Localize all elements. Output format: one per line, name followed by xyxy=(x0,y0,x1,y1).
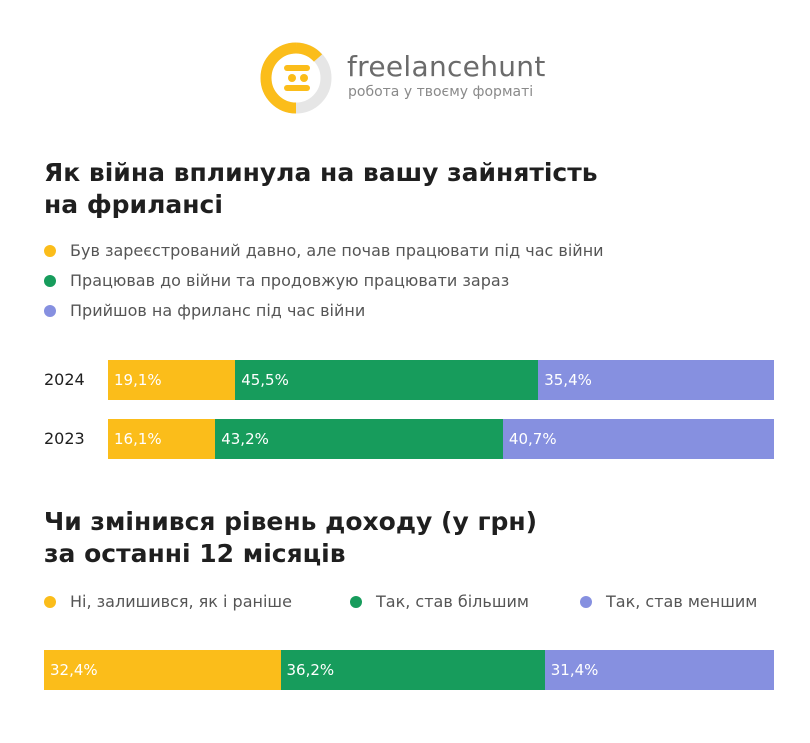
freelancehunt-logo: freelancehunt робота у твоєму форматі xyxy=(258,40,558,120)
bar-segment: 32,4% xyxy=(44,650,281,690)
chart2-legend-label: Ні, залишився, як і раніше xyxy=(70,592,292,611)
chart2-legend-label: Так, став більшим xyxy=(376,592,529,611)
freelancehunt-logo-icon xyxy=(260,42,332,114)
chart1-legend-item: Був зареєстрований давно, але почав прац… xyxy=(44,241,604,260)
brand-name: freelancehunt xyxy=(347,50,546,83)
chart1-legend-item: Працював до війни та продовжую працювати… xyxy=(44,271,509,290)
bar-segment: 43,2% xyxy=(215,419,503,459)
bar-segment: 35,4% xyxy=(538,360,774,400)
chart2-legend-item: Так, став більшим xyxy=(350,592,529,611)
bar-value-label: 35,4% xyxy=(544,371,592,389)
bar-value-label: 45,5% xyxy=(241,371,289,389)
chart1-category-label: 2024 xyxy=(44,370,85,389)
legend-dot-purple xyxy=(44,304,56,317)
chart1-legend-item: Прийшов на фриланс під час війни xyxy=(44,301,365,320)
bar-segment: 45,5% xyxy=(235,360,539,400)
bar-segment: 36,2% xyxy=(280,650,545,690)
bar-value-label: 16,1% xyxy=(114,430,162,448)
chart2-title-line1: Чи змінився рівень доходу (у грн) xyxy=(44,507,538,536)
bar-value-label: 31,4% xyxy=(550,661,599,679)
legend-dot-yellow xyxy=(44,244,56,257)
chart1-legend-label: Працював до війни та продовжую працювати… xyxy=(70,271,510,290)
chart1-legend-label: Прийшов на фриланс під час війни xyxy=(70,301,366,320)
bar-segment: 31,4% xyxy=(544,650,774,690)
bar-value-label: 40,7% xyxy=(508,430,557,448)
bar-value-label: 43,2% xyxy=(221,430,269,448)
chart2-legend-item: Так, став меншим xyxy=(580,592,757,611)
chart2-bar: 32,4% 36,2% 31,4% xyxy=(44,650,774,690)
chart1-legend-label: Був зареєстрований давно, але почав прац… xyxy=(70,241,604,260)
chart1-bar-2024: 19,1% 45,5% 35,4% xyxy=(108,360,774,400)
chart1-title-line1: Як війна вплинула на вашу зайнятість xyxy=(44,158,598,187)
chart1-title: Як війна вплинула на вашу зайнятість на … xyxy=(44,157,598,221)
bar-segment: 40,7% xyxy=(502,419,774,459)
bar-segment: 19,1% xyxy=(108,360,236,400)
legend-dot-green xyxy=(350,595,362,608)
chart1-category-label: 2023 xyxy=(44,429,85,448)
legend-dot-yellow xyxy=(44,595,56,608)
brand-tagline: робота у твоєму форматі xyxy=(348,84,534,100)
chart1-title-line2: на фрилансі xyxy=(44,190,223,219)
legend-dot-green xyxy=(44,274,56,287)
chart2-title-line2: за останні 12 місяців xyxy=(44,539,346,568)
chart2-legend-item: Ні, залишився, як і раніше xyxy=(44,592,292,611)
bar-segment: 16,1% xyxy=(108,419,216,459)
bar-value-label: 19,1% xyxy=(114,371,162,389)
chart1-bar-2023: 16,1% 43,2% 40,7% xyxy=(108,419,774,459)
bar-value-label: 36,2% xyxy=(286,661,335,679)
bar-value-label: 32,4% xyxy=(50,661,98,679)
chart2-legend-label: Так, став меншим xyxy=(606,592,758,611)
chart2-title: Чи змінився рівень доходу (у грн) за ост… xyxy=(44,506,537,570)
legend-dot-purple xyxy=(580,595,592,608)
